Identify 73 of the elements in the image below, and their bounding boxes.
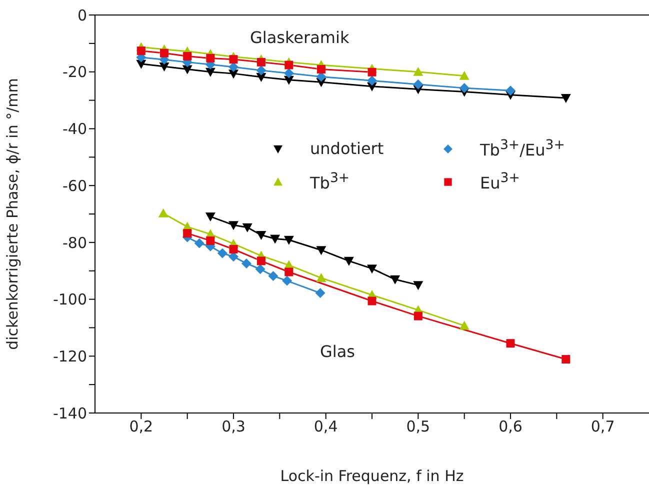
point — [413, 79, 424, 90]
y-tick-label: -40 — [62, 120, 87, 138]
point — [414, 312, 422, 320]
legend-label: Tb$^{3+}$/Eu$^{3+}$ — [480, 138, 565, 160]
x-tick-label: 0,7 — [590, 418, 615, 436]
x-tick-label: 0,6 — [498, 418, 522, 436]
x-tick-label: 0,2 — [129, 418, 154, 436]
annotation: Glaskeramik — [250, 28, 350, 47]
point — [284, 68, 294, 78]
point — [268, 270, 278, 281]
point — [413, 281, 424, 290]
point — [229, 245, 238, 254]
point — [160, 48, 168, 58]
point — [282, 276, 292, 286]
point — [390, 275, 400, 284]
point — [284, 236, 294, 245]
point — [241, 258, 252, 268]
legend-label: Eu$^{3+}$ — [480, 171, 520, 193]
y-tick-label: -80 — [62, 234, 87, 252]
point — [206, 236, 215, 245]
point — [159, 62, 170, 72]
x-axis-title: Lock-in Frequenz, f in Hz — [280, 467, 464, 485]
point — [459, 320, 470, 330]
point — [316, 246, 326, 256]
annotation: Glas — [320, 342, 355, 361]
legend-label: undotiert — [310, 139, 384, 158]
point — [344, 256, 354, 266]
point — [256, 231, 266, 240]
point — [206, 54, 215, 62]
y-tick-label: -100 — [52, 290, 87, 309]
point — [256, 256, 266, 266]
point — [459, 70, 470, 80]
point — [506, 339, 515, 348]
x-tick-label: 0,5 — [406, 418, 430, 436]
point — [242, 223, 252, 232]
y-tick-label: -140 — [52, 404, 87, 422]
point — [368, 68, 376, 76]
point — [183, 52, 192, 60]
point — [367, 264, 377, 274]
y-tick-label: -120 — [52, 347, 87, 366]
point — [228, 221, 238, 230]
point — [217, 248, 228, 258]
point — [256, 58, 266, 66]
point — [255, 264, 266, 274]
x-tick-label: 0,4 — [314, 418, 338, 436]
point — [459, 83, 470, 94]
point — [205, 68, 216, 77]
point — [413, 66, 424, 76]
point — [316, 272, 326, 282]
point — [194, 238, 204, 248]
point — [158, 208, 168, 218]
legend-label: Tb$^{3+}$ — [310, 171, 350, 193]
point — [560, 94, 571, 104]
point — [316, 65, 326, 74]
point — [562, 355, 570, 364]
y-tick-label: 0 — [77, 6, 87, 24]
point — [284, 268, 294, 276]
point — [368, 296, 376, 306]
y-tick-label: -20 — [62, 63, 87, 82]
point — [136, 46, 146, 56]
point — [256, 65, 266, 76]
point — [367, 76, 377, 86]
point — [205, 212, 216, 222]
y-tick-label: -60 — [62, 176, 87, 195]
x-tick-label: 0,3 — [222, 418, 246, 436]
point — [506, 86, 516, 96]
point — [270, 234, 280, 244]
point — [315, 288, 326, 298]
point — [284, 60, 294, 70]
y-axis-title: dickenkorrigierte Phase, ϕ/r in °/mm — [3, 78, 22, 350]
point — [183, 229, 192, 238]
point — [228, 62, 238, 72]
point — [229, 55, 238, 64]
